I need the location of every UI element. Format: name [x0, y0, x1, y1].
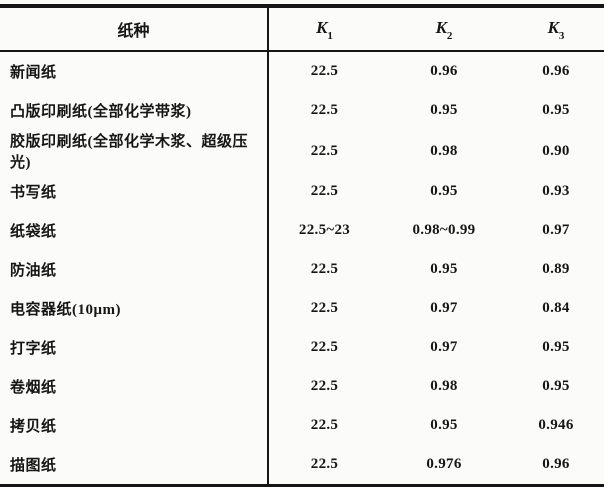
k1-cell: 22.5 [310, 456, 339, 472]
paper-type-cell: 防油纸 [0, 250, 269, 289]
k2-subscript: 2 [446, 30, 453, 43]
k3-cell: 0.95 [542, 102, 570, 118]
k2-cell: 0.95 [430, 102, 458, 118]
k2-cell: 0.95 [430, 183, 458, 199]
k1-cell: 22.5 [310, 102, 339, 118]
k3-cell: 0.946 [538, 417, 574, 433]
paper-type-cell: 凸版印刷纸(全部化学带浆) [0, 91, 269, 130]
paper-type-cell: 新闻纸 [0, 51, 269, 91]
k3-cell: 0.89 [542, 261, 570, 277]
paper-type-cell: 打字纸 [0, 328, 269, 367]
column-header-k2: K2 [380, 6, 508, 52]
k1-subscript: 1 [327, 30, 333, 43]
k3-cell: 0.95 [542, 378, 570, 394]
k3-cell: 0.96 [542, 63, 570, 79]
k3-cell: 0.96 [542, 456, 570, 472]
k1-cell: 22.5 [310, 300, 339, 316]
k3-cell: 0.84 [542, 300, 570, 316]
table-row: 描图纸 22.5 0.976 0.96 [0, 445, 604, 486]
table-row: 拷贝纸 22.5 0.95 0.946 [0, 406, 604, 445]
paper-type-cell: 拷贝纸 [0, 406, 269, 445]
table-row: 书写纸 22.5 0.95 0.93 [0, 172, 604, 211]
column-header-k1: K1 [268, 6, 380, 52]
table-row: 电容器纸(10μm) 22.5 0.97 0.84 [0, 289, 604, 328]
k2-cell: 0.976 [426, 456, 462, 472]
table-header: 纸种 K1 K2 K3 [0, 6, 604, 52]
k1-cell: 22.5 [310, 378, 339, 394]
k2-cell: 0.98 [430, 378, 458, 394]
k3-cell: 0.93 [542, 183, 570, 199]
column-header-k3: K3 [508, 6, 604, 52]
k2-cell: 0.95 [430, 417, 458, 433]
k2-cell: 0.97 [430, 339, 458, 355]
column-header-paper-type: 纸种 [0, 6, 269, 52]
k2-cell: 0.98~0.99 [412, 222, 476, 238]
table-row: 防油纸 22.5 0.95 0.89 [0, 250, 604, 289]
table-row: 新闻纸 22.5 0.96 0.96 [0, 51, 604, 91]
paper-coefficients-table: 纸种 K1 K2 K3 新闻纸 22.5 0.96 0.96 凸版印刷纸(全部化… [0, 4, 604, 487]
k2-cell: 0.96 [430, 63, 458, 79]
table-row: 胶版印刷纸(全部化学木浆、超级压光) 22.5 0.98 0.90 [0, 130, 604, 172]
table-row: 凸版印刷纸(全部化学带浆) 22.5 0.95 0.95 [0, 91, 604, 130]
paper-type-cell: 胶版印刷纸(全部化学木浆、超级压光) [0, 130, 269, 172]
paper-type-cell: 书写纸 [0, 172, 269, 211]
paper-type-cell: 纸袋纸 [0, 211, 269, 250]
k2-cell: 0.98 [430, 142, 458, 159]
paper-type-cell: 电容器纸(10μm) [0, 289, 269, 328]
k1-cell: 22.5 [310, 417, 339, 433]
k3-cell: 0.97 [542, 222, 570, 238]
k2-cell: 0.95 [430, 261, 458, 277]
k1-cell: 22.5 [310, 63, 339, 79]
k1-cell: 22.5 [310, 142, 339, 159]
table-body: 新闻纸 22.5 0.96 0.96 凸版印刷纸(全部化学带浆) 22.5 0.… [0, 51, 604, 486]
k1-cell: 22.5 [310, 339, 339, 355]
k1-cell: 22.5 [310, 261, 339, 277]
k3-cell: 0.95 [542, 339, 570, 355]
k3-cell: 0.90 [542, 142, 570, 159]
header-row: 纸种 K1 K2 K3 [0, 6, 604, 52]
paper-type-cell: 描图纸 [0, 445, 269, 486]
table-row: 纸袋纸 22.5~23 0.98~0.99 0.97 [0, 211, 604, 250]
k2-symbol: K [435, 17, 447, 37]
table-row: 卷烟纸 22.5 0.98 0.95 [0, 367, 604, 406]
k2-cell: 0.97 [430, 300, 458, 316]
k3-symbol: K [547, 17, 559, 37]
k1-cell: 22.5~23 [298, 222, 351, 238]
table-row: 打字纸 22.5 0.97 0.95 [0, 328, 604, 367]
k1-cell: 22.5 [310, 183, 339, 199]
k3-subscript: 3 [558, 30, 565, 43]
k1-symbol: K [316, 17, 328, 37]
paper-type-cell: 卷烟纸 [0, 367, 269, 406]
